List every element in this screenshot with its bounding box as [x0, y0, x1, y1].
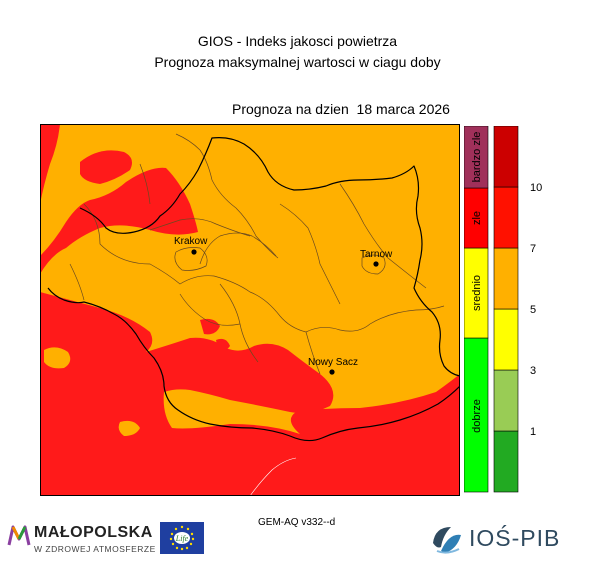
legend-label-srednio: srednio	[471, 275, 483, 311]
legend-scale-4	[493, 247, 519, 310]
legend-category-zle	[464, 187, 489, 249]
legend-tick-5: 5	[530, 304, 536, 316]
city-label-krakow: Krakow	[174, 236, 208, 247]
air-quality-map: Krakow Tarnow Nowy Sacz	[40, 124, 460, 496]
district-borders	[69, 133, 445, 375]
legend-category-dobrze	[464, 337, 489, 493]
legend-category-bardzo-zle	[464, 126, 489, 189]
legend-scale-2	[493, 369, 519, 432]
red-areas	[40, 124, 460, 496]
ios-leaf-icon	[433, 527, 461, 554]
malopolska-name: MAŁOPOLSKA	[34, 524, 153, 541]
legend-scale-5	[493, 186, 519, 249]
city-nowy-sacz: Nowy Sacz	[308, 357, 358, 375]
red-area-south-hole	[118, 420, 140, 436]
red-area-dot	[274, 370, 280, 374]
legend-label-zle: zle	[471, 211, 483, 225]
red-area-center-small	[216, 338, 230, 351]
red-area-west-tip	[40, 124, 60, 204]
legend-tick-3: 3	[530, 365, 536, 377]
red-area-north-west	[40, 124, 198, 274]
malopolska-m-icon	[7, 525, 31, 546]
malopolska-subtitle: W ZDROWEJ ATMOSFERZE	[34, 544, 156, 554]
eu-life-logo: Life	[160, 522, 204, 554]
map-subtitle: Prognoza maksymalnej wartosci w ciagu do…	[154, 54, 441, 70]
red-area-center	[200, 318, 220, 335]
ios-pib-name: IOŚ-PIB	[469, 525, 561, 551]
legend-scale-1	[493, 430, 519, 493]
legend-scale-3	[493, 308, 519, 371]
city-krakow: Krakow	[174, 236, 208, 255]
city-label-tarnow: Tarnow	[360, 249, 393, 260]
voivodeship-border	[47, 137, 460, 442]
eu-stars-icon	[169, 525, 195, 551]
life-text: Life	[175, 534, 189, 543]
red-area-south-west	[40, 292, 460, 496]
city-outlines	[174, 247, 386, 275]
legend-scale-6	[493, 126, 519, 188]
ios-pib-logo: IOŚ-PIB	[425, 521, 585, 559]
legend-category-srednio	[464, 247, 489, 339]
red-area-west-hole	[44, 347, 71, 369]
city-tarnow: Tarnow	[360, 249, 393, 267]
index-legend: dobrze srednio zle bardzo zle 1 3 5 7 10	[464, 126, 542, 493]
legend-tick-7: 7	[530, 243, 536, 255]
legend-tick-10: 10	[530, 182, 542, 194]
malopolska-logo: MAŁOPOLSKA W ZDROWEJ ATMOSFERZE	[5, 522, 155, 558]
legend-label-dobrze: dobrze	[471, 399, 483, 433]
map-title: GIOS - Indeks jakosci powietrza	[197, 33, 398, 49]
model-label: GEM-AQ v332--d	[258, 517, 336, 528]
forecast-date: Prognoza na dzien 18 marca 2026	[232, 101, 450, 117]
white-border-line	[249, 457, 297, 496]
red-area-north-blob	[80, 150, 132, 184]
legend-label-bardzo-zle: bardzo zle	[471, 132, 483, 183]
legend-tick-1: 1	[530, 426, 536, 438]
city-label-nowy-sacz: Nowy Sacz	[308, 357, 358, 368]
